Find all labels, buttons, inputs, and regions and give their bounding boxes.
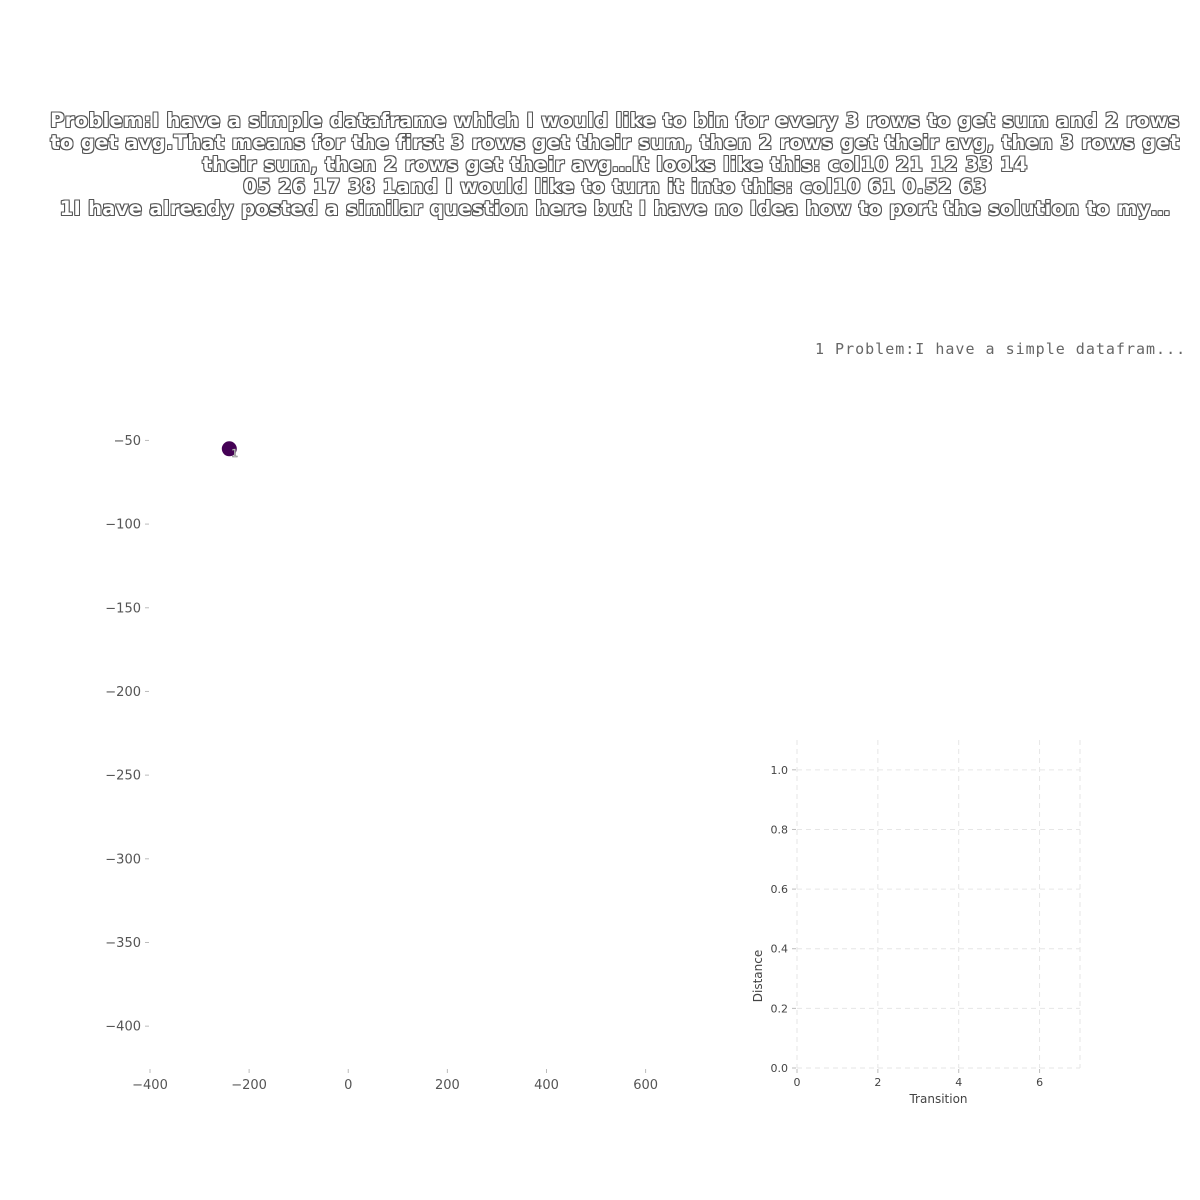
inset-line-chart: 0.0 0.2 0.4 0.6 0.8 1.0 0 2 4 6 Transition Distance xyxy=(751,740,1081,1106)
title-line-2: to get avg.That means for the first 3 ro… xyxy=(50,131,1180,154)
chart-title: Problem:I have a simple dataframe which … xyxy=(40,110,1190,220)
title-line-5: 1I have already posted a similar questio… xyxy=(59,197,1171,220)
scatter-point xyxy=(221,441,237,457)
scatter-xtick-label: 400 xyxy=(534,1078,559,1093)
inset-yaxis-label: Distance xyxy=(751,950,765,1002)
scatter-ytick-label: −150 xyxy=(105,601,141,616)
scatter-xtick-label: 0 xyxy=(344,1078,352,1093)
scatter-xtick-label: −400 xyxy=(132,1078,168,1093)
scatter-xtick-label: −200 xyxy=(231,1078,267,1093)
scatter-ytick-label: −400 xyxy=(105,1020,141,1035)
scatter-ytick-label: −250 xyxy=(105,769,141,784)
inset-ytick-label: 1.0 xyxy=(771,764,789,777)
scatter-ytick-label: −350 xyxy=(105,936,141,951)
inset-ytick-label: 0.8 xyxy=(771,823,789,836)
scatter-plot-area: −50 −100 −150 −200 −250 −300 −350 −400 −400 −200 0… xyxy=(105,434,658,1093)
inset-xtick-label: 6 xyxy=(1036,1076,1043,1089)
inset-xtick-label: 0 xyxy=(794,1076,801,1089)
title-line-4: 05 26 17 38 1and I would like to turn it… xyxy=(243,175,987,198)
scatter-ytick-label: −300 xyxy=(105,852,141,867)
title-line-1: Problem:I have a simple dataframe which … xyxy=(50,109,1180,132)
inset-ytick-label: 0.4 xyxy=(771,943,789,956)
inset-xtick-label: 4 xyxy=(955,1076,962,1089)
scatter-xtick-label: 600 xyxy=(633,1078,658,1093)
inset-ytick-label: 0.6 xyxy=(771,883,789,896)
inset-ytick-label: 0.0 xyxy=(771,1062,789,1075)
inset-xtick-label: 2 xyxy=(874,1076,881,1089)
legend-entry: 1 Problem:I have a simple datafram... xyxy=(815,340,1187,358)
title-line-3: their sum, then 2 rows get their avg…It … xyxy=(202,153,1028,176)
inset-xaxis-label: Transition xyxy=(908,1092,967,1106)
scatter-ytick-label: −200 xyxy=(105,685,141,700)
scatter-ytick-label: −100 xyxy=(105,518,141,533)
inset-ytick-label: 0.2 xyxy=(771,1002,789,1015)
scatter-xtick-label: 200 xyxy=(435,1078,460,1093)
scatter-point-label: 1 xyxy=(231,447,238,460)
scatter-ytick-label: −50 xyxy=(114,434,141,449)
